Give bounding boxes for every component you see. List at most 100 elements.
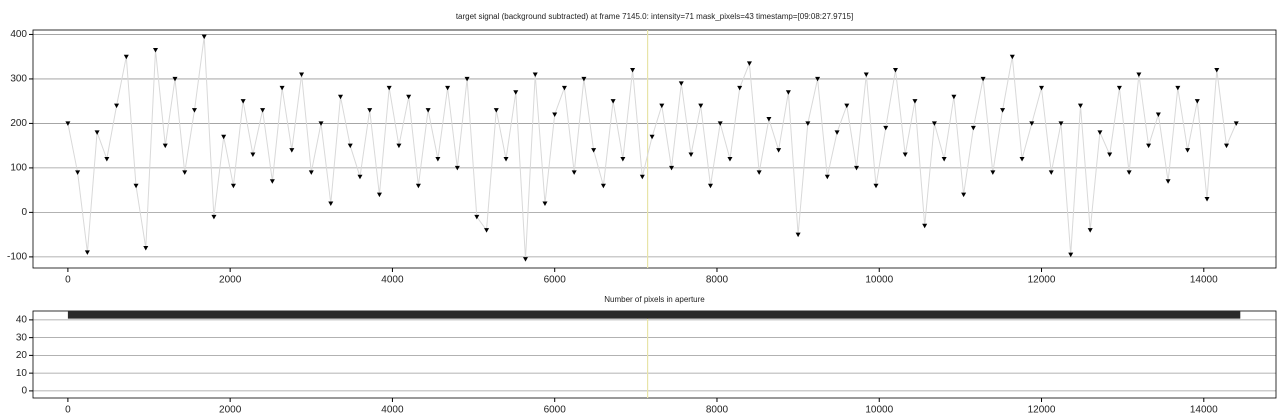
signal-point: [474, 214, 480, 220]
signal-point: [328, 201, 334, 206]
chart-title: Number of pixels in aperture: [604, 295, 705, 304]
signal-point: [990, 170, 996, 175]
signal-point: [688, 152, 694, 158]
signal-point: [1058, 121, 1064, 126]
signal-point: [1107, 152, 1113, 158]
signal-point: [561, 85, 567, 91]
signal-point: [386, 85, 392, 91]
signal-point: [308, 170, 314, 175]
signal-point: [970, 125, 976, 131]
signal-point: [338, 94, 344, 100]
signal-point: [367, 108, 373, 113]
signal-point: [1097, 130, 1103, 135]
x-tick-label: 6000: [544, 275, 567, 286]
signal-point: [425, 108, 431, 113]
plot-frame: [32, 29, 1277, 269]
signal-point: [1029, 121, 1035, 126]
signal-point: [961, 192, 967, 198]
x-tick-label: 2000: [219, 275, 242, 286]
signal-point: [162, 143, 168, 149]
signal-point: [1214, 68, 1220, 73]
signal-point: [1204, 197, 1210, 202]
signal-point: [201, 34, 207, 40]
signal-point: [191, 108, 197, 113]
signal-point: [532, 72, 538, 77]
y-tick-label: -100: [7, 252, 27, 263]
x-tick-label: 2000: [219, 405, 242, 416]
signal-point: [610, 99, 616, 104]
signal-point: [756, 170, 762, 175]
x-tick-label: 14000: [1190, 275, 1218, 286]
signal-line: [67, 36, 1237, 260]
signal-point: [815, 76, 821, 82]
signal-point: [464, 76, 470, 82]
signal-point: [873, 183, 879, 189]
x-tick-label: 10000: [865, 405, 893, 416]
signal-point: [785, 90, 791, 95]
signal-point: [1175, 85, 1181, 91]
signal-point: [1185, 148, 1191, 153]
plot-frame: [32, 310, 1277, 399]
x-tick-label: 8000: [706, 405, 729, 416]
y-tick-label: 10: [16, 368, 28, 379]
signal-point: [445, 85, 451, 91]
signal-point: [357, 174, 363, 180]
signal-point: [600, 183, 606, 189]
signal-point: [250, 152, 256, 158]
signal-point: [951, 94, 957, 100]
chart-title: target signal (background subtracted) at…: [456, 12, 853, 21]
signal-point: [211, 214, 217, 220]
signal-point: [143, 245, 149, 251]
signal-point: [522, 257, 528, 262]
signal-point: [883, 125, 889, 131]
y-tick-label: 20: [16, 350, 28, 361]
signal-point: [659, 103, 665, 109]
y-tick-label: 0: [21, 386, 27, 397]
y-tick-label: 400: [10, 29, 27, 40]
signal-point: [75, 170, 81, 175]
signal-point: [746, 61, 752, 66]
signal-point: [863, 72, 869, 77]
y-tick-label: 200: [10, 118, 27, 129]
signal-point: [347, 143, 353, 149]
signal-point: [678, 81, 684, 86]
signal-point: [221, 134, 227, 140]
signal-point: [279, 85, 285, 91]
signal-point: [415, 183, 421, 189]
signal-point: [484, 228, 490, 233]
y-tick-label: 0: [21, 207, 27, 218]
signal-point: [1048, 170, 1054, 175]
signal-point: [1087, 228, 1093, 233]
signal-point: [980, 76, 986, 82]
signal-point: [892, 68, 898, 73]
signal-point: [707, 183, 713, 189]
signal-point: [172, 76, 178, 82]
x-tick-label: 12000: [1028, 275, 1056, 286]
signal-point: [649, 134, 655, 140]
signal-point: [94, 130, 100, 135]
signal-point: [1146, 143, 1152, 149]
signal-point: [1068, 252, 1074, 258]
y-tick-label: 40: [16, 315, 28, 326]
signal-point: [1077, 103, 1083, 109]
y-tick-label: 100: [10, 163, 27, 174]
signal-point: [727, 157, 733, 162]
x-tick-label: 4000: [381, 275, 404, 286]
signal-point: [941, 157, 947, 162]
x-tick-label: 4000: [381, 405, 404, 416]
signal-point: [591, 148, 597, 153]
signal-point: [1136, 72, 1142, 77]
signal-point: [766, 116, 772, 122]
signal-point: [104, 157, 110, 162]
signal-point: [630, 68, 636, 73]
signal-point: [1126, 170, 1132, 175]
signal-point: [902, 152, 908, 158]
signal-point: [1000, 108, 1006, 113]
signal-point: [824, 174, 830, 180]
signal-point: [795, 232, 801, 238]
y-tick-label: 300: [10, 74, 27, 85]
signal-point: [493, 108, 499, 113]
signal-point: [318, 121, 324, 126]
signal-point: [620, 157, 626, 162]
signal-point: [84, 250, 90, 255]
